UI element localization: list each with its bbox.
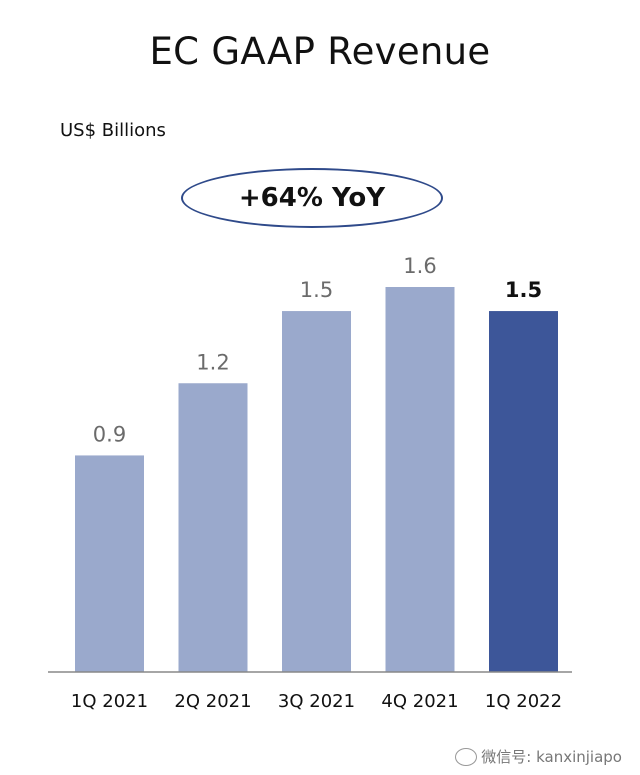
bar-1q-2022 [489, 311, 558, 672]
x-tick-label: 3Q 2021 [278, 691, 355, 712]
wechat-icon [455, 747, 478, 766]
watermark: 微信号: kanxinjiapo [455, 746, 622, 767]
x-tick-label: 1Q 2021 [71, 691, 148, 712]
bar-2q-2021 [178, 383, 248, 672]
value-label: 1.5 [505, 278, 542, 302]
x-tick-label: 2Q 2021 [174, 691, 251, 712]
bar-3q-2021 [282, 311, 351, 672]
x-tick-label: 1Q 2022 [485, 691, 562, 712]
bar-4q-2021 [385, 287, 455, 672]
value-label: 1.5 [300, 278, 333, 302]
bar-1q-2021 [75, 455, 144, 672]
watermark-text: 微信号: kanxinjiapo [481, 748, 622, 766]
value-label: 1.6 [403, 254, 436, 278]
unit-label: US$ Billions [60, 120, 166, 141]
yoy-callout: +64% YoY [181, 168, 443, 228]
yoy-callout-text: +64% YoY [238, 183, 386, 213]
chart-title: EC GAAP Revenue [149, 30, 491, 73]
value-label: 1.2 [196, 350, 229, 374]
x-tick-label: 4Q 2021 [381, 691, 458, 712]
value-label: 0.9 [93, 422, 126, 446]
